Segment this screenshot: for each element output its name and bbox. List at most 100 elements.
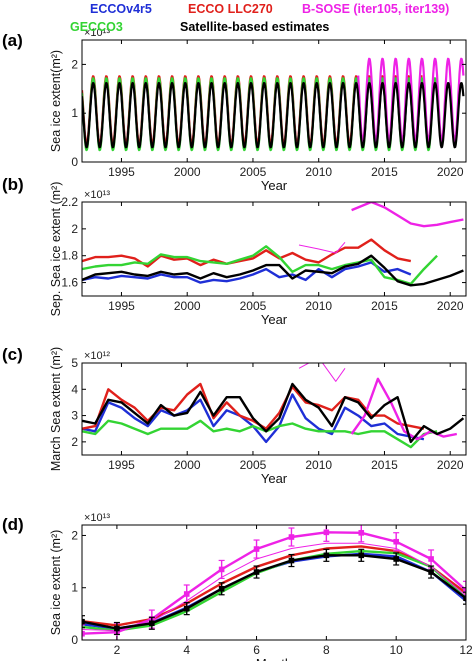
panel-b-ytick-label: 1.8 [61, 249, 78, 263]
panel-b: 1995 2000 2005 2010 2015 2020 1.6 1.8 2 2.2 ×10¹³ Y… [2, 175, 467, 327]
panel-d-series-b-sose-iter139-marker [323, 529, 330, 536]
panel-d-series-satellite-based-estimates-marker [428, 569, 434, 575]
legend-item-satellite: Satellite-based estimates [180, 20, 330, 34]
panel-a-ytick-label: 1 [71, 106, 78, 120]
panel-d-xtick-label: 12 [459, 643, 473, 657]
panel-d-series-satellite-based-estimates-marker [114, 625, 120, 632]
panel-a-xtick-label: 2010 [305, 165, 332, 179]
panel-d-series-satellite-based-estimates-marker [323, 552, 330, 559]
panel-d-ytick-label: 2 [71, 528, 78, 542]
panel-b-ytick-label: 2.2 [61, 195, 78, 209]
panel-c-xtick-label: 2005 [240, 458, 267, 472]
panel-b-xtick-label: 2015 [371, 299, 398, 313]
legend-item-gecco3: GECCO3 [70, 20, 123, 34]
panel-c-ytick-label: 3 [71, 409, 78, 423]
panel-b-xtick-label: 2020 [437, 299, 464, 313]
panel-d-series-b-sose-iter139 [82, 531, 466, 635]
panel-c: 1995 2000 2005 2010 2015 2020 2 3 4 5 ×10¹² Year Mar… [2, 345, 467, 486]
panel-b-axes-frame [81, 201, 467, 297]
panel-c-xtick-label: 2000 [174, 458, 201, 472]
panel-c-ylabel: March Sea extent (m²) [49, 347, 63, 471]
panel-a-series [82, 57, 465, 152]
panel-a-xtick-label: 2005 [240, 165, 267, 179]
panel-a-label: (a) [2, 31, 23, 50]
panel-a-ytick-label: 0 [71, 155, 78, 169]
panel-d-series-satellite-based-estimates-marker [183, 605, 190, 612]
panel-b-xtick-label: 2005 [240, 299, 267, 313]
panel-d-series-b-sose-iter139-marker [253, 546, 260, 552]
panel-c-series-satellite-based-estimates [82, 382, 465, 444]
panel-a-xtick-label: 2000 [174, 165, 201, 179]
panel-a-xtick-label: 2015 [371, 165, 398, 179]
panel-d-xtick-label: 10 [390, 643, 404, 657]
panel-d-series-satellite-based-estimates [82, 554, 466, 630]
panel-d-xtick-label: 6 [253, 643, 260, 657]
panel-b-series [82, 202, 464, 287]
panel-d-series-b-sose-iter139-marker [393, 538, 399, 545]
panel-b-series-satellite-based-estimates [82, 254, 464, 287]
legend-item-b-sose: B-SOSE (iter105, iter139) [302, 2, 450, 16]
panel-c-ytick-label: 2 [71, 435, 78, 449]
panel-a-ytick-label: 2 [71, 57, 78, 71]
panel-c-xtick-label: 2015 [371, 458, 398, 472]
panel-a: 1995 2000 2005 2010 2015 2020 0 1 2 ×10¹³ Year Sea … [2, 27, 467, 193]
panel-b-exponent: ×10¹³ [84, 189, 110, 201]
panel-a-xtick-label: 1995 [108, 165, 135, 179]
panel-d-label: (d) [2, 515, 24, 534]
panel-d-series-satellite-based-estimates-marker [149, 620, 155, 627]
legend-item-ecco-llc270: ECCO LLC270 [188, 2, 273, 16]
panel-b-xlabel: Year [261, 312, 288, 327]
panel-d-series-satellite-based-estimates-marker [358, 552, 365, 559]
panel-b-series-eccov4r5 [82, 261, 412, 284]
panel-a-series-satellite-based-estimates [82, 82, 465, 149]
legend-item-eccov4r5: ECCOv4r5 [90, 2, 152, 16]
panel-d-series-b-sose-iter139-marker [428, 556, 434, 562]
panel-b-label: (b) [2, 175, 24, 194]
panel-d-xtick-label: 4 [183, 643, 190, 657]
panel-c-xtick-label: 1995 [108, 458, 135, 472]
panel-d-series-b-sose-iter139-marker [183, 591, 190, 597]
panel-d-exponent: ×10¹³ [84, 512, 110, 524]
panel-a-ylabel: Sea ice extent(m²) [49, 50, 63, 152]
panel-b-series-b-sose-iter139 [351, 202, 464, 228]
panel-d-series-b-sose-iter139-marker [463, 587, 466, 594]
panel-d-ylabel: Sea ice extent (m²) [49, 530, 63, 636]
panel-a-xlabel: Year [261, 178, 288, 193]
panel-c-exponent: ×10¹² [84, 350, 110, 362]
panel-d-series-satellite-based-estimates-marker [463, 595, 466, 601]
panel-a-exponent: ×10¹³ [84, 27, 110, 39]
panel-c-xtick-label: 2020 [437, 458, 464, 472]
panel-b-series-ecco-llc270 [82, 238, 412, 268]
panel-c-xtick-label: 2010 [305, 458, 332, 472]
panel-d-series-b-sose-iter139-marker [82, 630, 85, 637]
panel-d-series-satellite-based-estimates-marker [393, 556, 399, 562]
panel-d-axes-frame [81, 524, 467, 641]
panel-b-ylabel: Sep. Sea ice extent (m²) [49, 182, 63, 317]
panel-c-ytick-label: 5 [71, 356, 78, 370]
panel-d-series-satellite-based-estimates-marker [82, 618, 85, 625]
panel-d-series-b-sose-iter139-marker [288, 534, 295, 540]
panel-c-axes-frame [81, 362, 467, 456]
panel-b-ytick-label: 1.6 [61, 276, 78, 290]
panel-d-series-satellite-based-estimates-marker [288, 557, 295, 564]
panel-d-series-satellite-based-estimates-marker [253, 569, 260, 575]
panel-b-xtick-label: 1995 [108, 299, 135, 313]
panel-a-axes-frame [81, 39, 467, 163]
panel-d-series-satellite-based-estimates-marker [218, 585, 225, 592]
panel-c-series-b-sose-iter139 [350, 377, 458, 441]
panel-d-xlabel: Month [256, 656, 292, 661]
panel-b-xtick-label: 2000 [174, 299, 201, 313]
panel-d-series [82, 525, 466, 640]
panel-b-series-gecco3 [82, 245, 438, 286]
panel-b-series-b-sose-iter105 [298, 241, 346, 254]
panel-d-series-b-sose-iter139-marker [218, 566, 225, 573]
panel-c-xlabel: Year [261, 471, 288, 486]
panel-b-xtick-label: 2010 [305, 299, 332, 313]
panel-c-label: (c) [2, 345, 23, 364]
panel-c-series-gecco3 [82, 419, 438, 449]
panel-b-ytick-label: 2 [71, 222, 78, 236]
panel-c-series-b-sose-iter105 [298, 363, 346, 382]
panel-a-xtick-label: 2020 [437, 165, 464, 179]
